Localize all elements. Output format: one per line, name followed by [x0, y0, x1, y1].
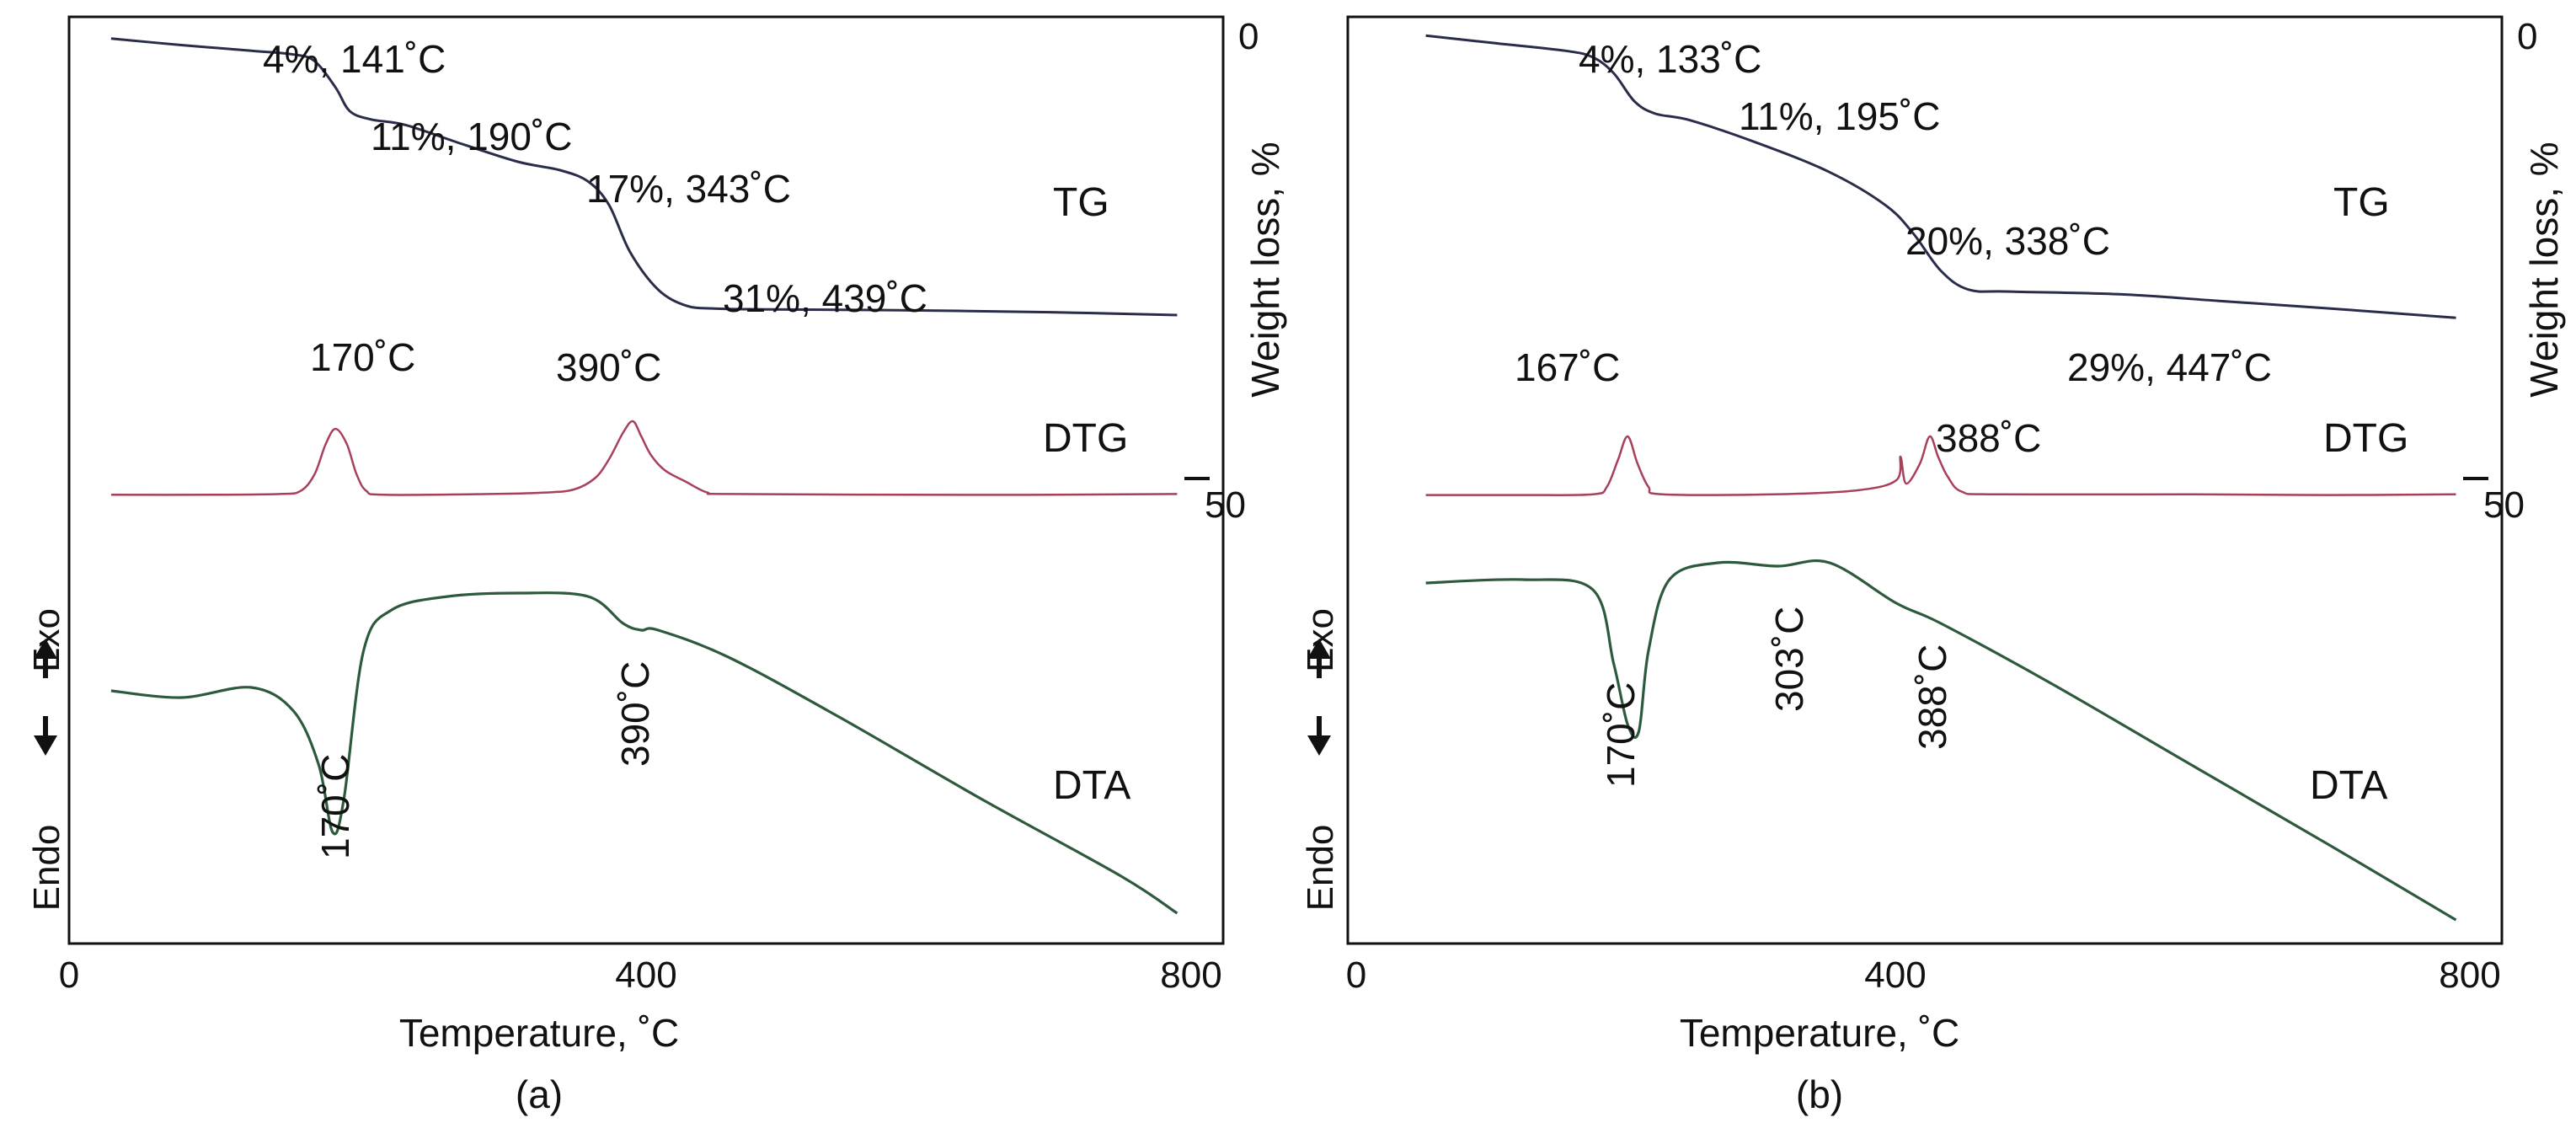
panel-b: 4%, 133˚C 11%, 195˚C 20%, 338˚C 29%, 447…	[1300, 15, 2566, 1116]
panel-a-dta-curve	[110, 591, 1178, 915]
panel-b-caption: (b)	[1796, 1072, 1843, 1116]
panel-b-tg-curve	[1425, 34, 2456, 319]
panel-a-dta-annotation-1: 170˚C	[313, 754, 357, 859]
panel-b-endo-label: Endo	[1300, 825, 1341, 912]
panel-b-y-tick-50: 50	[2483, 484, 2525, 526]
panel-b-endo-arrow-icon	[1307, 716, 1331, 756]
panel-a-dta-annotation-2: 390˚C	[613, 661, 657, 767]
panel-a-tg-annotation-4: 31%, 439˚C	[723, 276, 927, 320]
panel-a-tg-curve	[110, 37, 1178, 317]
panel-a-dtg-label: DTG	[1043, 416, 1128, 461]
panel-a-x-tick-0: 0	[59, 955, 79, 996]
panel-b-x-tick-400: 400	[1864, 955, 1926, 996]
panel-a-dta-label: DTA	[1053, 763, 1130, 808]
panel-a-exo-arrow-icon	[34, 639, 57, 678]
panel-a-tg-annotation-1: 4%, 141˚C	[263, 37, 446, 81]
panel-b-tg-annotation-3: 20%, 338˚C	[1905, 219, 2110, 263]
panel-a-tg-label: TG	[1053, 180, 1109, 225]
panel-a-x-tick-400: 400	[615, 955, 676, 996]
panel-b-dta-label: DTA	[2310, 763, 2387, 808]
panel-b-y-tick-0: 0	[2517, 16, 2537, 57]
panel-b-dtg-annotation-1: 167˚C	[1515, 345, 1620, 389]
panel-b-dta-annotation-3: 388˚C	[1911, 644, 1954, 750]
panel-b-x-axis-title: Temperature, ˚C	[1680, 1011, 1959, 1055]
panel-a-x-axis-title: Temperature, ˚C	[399, 1011, 679, 1055]
panel-a-frame	[67, 15, 1225, 945]
panel-a-endo-label: Endo	[26, 825, 67, 912]
panel-a-y-axis-title: Weight loss, %	[1243, 142, 1287, 397]
panel-b-tg-label: TG	[2333, 180, 2390, 225]
panel-a-tg-annotation-3: 17%, 343˚C	[586, 167, 791, 211]
panel-b-dta-annotation-2: 303˚C	[1767, 607, 1811, 712]
panel-a-dtg-annotation-2: 390˚C	[556, 345, 661, 389]
panel-b-dta-curve	[1425, 559, 2457, 922]
panel-a-dtg-annotation-1: 170˚C	[310, 335, 415, 379]
panel-a: 4%, 141˚C 11%, 190˚C 17%, 343˚C 31%, 439…	[26, 15, 1287, 1116]
panel-a-curves	[110, 37, 1178, 915]
panel-b-dtg-annotation-2: 388˚C	[1936, 416, 2041, 460]
panel-b-tg-annotation-1: 4%, 133˚C	[1579, 37, 1761, 81]
panel-a-dtg-curve	[110, 420, 1178, 496]
panel-a-y-tick-50: 50	[1205, 484, 1246, 526]
panel-b-curves	[1425, 34, 2457, 922]
panel-b-tg-annotation-2: 11%, 195˚C	[1739, 94, 1941, 138]
panel-a-y-tick-0: 0	[1238, 16, 1259, 57]
panel-b-dtg-label: DTG	[2323, 416, 2408, 461]
panel-b-x-tick-0: 0	[1346, 955, 1366, 996]
panel-b-exo-arrow-icon	[1307, 639, 1331, 678]
panel-a-tg-annotation-2: 11%, 190˚C	[371, 115, 573, 158]
panel-a-endo-arrow-icon	[34, 716, 57, 756]
panel-b-dtg-curve	[1425, 435, 2456, 497]
panel-b-dta-annotation-1: 170˚C	[1599, 682, 1643, 788]
panel-b-frame	[1346, 15, 2504, 945]
panel-a-x-tick-800: 800	[1160, 955, 1221, 996]
panel-b-x-tick-800: 800	[2439, 955, 2500, 996]
panel-a-caption: (a)	[516, 1072, 563, 1116]
panel-b-tg-annotation-4: 29%, 447˚C	[2067, 345, 2272, 389]
panel-b-y-axis-title: Weight loss, %	[2522, 142, 2566, 397]
